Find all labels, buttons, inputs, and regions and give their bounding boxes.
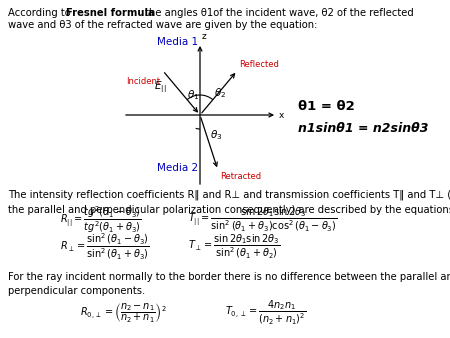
Text: wave and θ3 of the refracted wave are given by the equation:: wave and θ3 of the refracted wave are gi… — [8, 20, 317, 30]
Text: $R_{||} = \dfrac{tg^2(\theta_1-\theta_3)}{tg^2(\theta_1+\theta_3)}$: $R_{||} = \dfrac{tg^2(\theta_1-\theta_3)… — [60, 205, 142, 235]
Text: n1sinθ1 = n2sinθ3: n1sinθ1 = n2sinθ3 — [298, 122, 428, 136]
Text: For the ray incident normally to the border there is no difference between the p: For the ray incident normally to the bor… — [8, 272, 450, 296]
Text: Media 1: Media 1 — [158, 37, 198, 47]
Text: According to: According to — [8, 8, 74, 18]
Text: Reflected: Reflected — [239, 59, 279, 69]
Text: Incident: Incident — [126, 77, 161, 86]
Text: Media 2: Media 2 — [158, 163, 198, 173]
Text: $R_{\perp} = \dfrac{\sin^2(\theta_1-\theta_3)}{\sin^2(\theta_1+\theta_3)}$: $R_{\perp} = \dfrac{\sin^2(\theta_1-\the… — [60, 232, 149, 262]
Text: $\theta_2$: $\theta_2$ — [214, 86, 226, 100]
Text: $T_{0,\perp} = \dfrac{4n_2 n_1}{(n_2+n_1)^2}$: $T_{0,\perp} = \dfrac{4n_2 n_1}{(n_2+n_1… — [225, 299, 306, 327]
Text: $T_{||} = \dfrac{\sin 2\theta_1 \sin 2\theta_3}{\sin^2(\theta_1+\theta_3)\cos^2(: $T_{||} = \dfrac{\sin 2\theta_1 \sin 2\t… — [188, 206, 338, 234]
Text: Fresnel formula: Fresnel formula — [66, 8, 155, 18]
Text: θ1 = θ2: θ1 = θ2 — [298, 100, 355, 114]
Text: z: z — [202, 32, 207, 41]
Text: The intensity reflection coefficients R‖ and R⊥ and transmission coefficients T‖: The intensity reflection coefficients R‖… — [8, 190, 450, 215]
Text: $R_{0,\perp} = \left(\dfrac{n_2-n_1}{n_2+n_1}\right)^2$: $R_{0,\perp} = \left(\dfrac{n_2-n_1}{n_2… — [80, 301, 166, 325]
Text: the angles θ1of the incident wave, θ2 of the reflected: the angles θ1of the incident wave, θ2 of… — [142, 8, 414, 18]
Text: $E_{||}$: $E_{||}$ — [154, 79, 167, 95]
Text: $\theta_3$: $\theta_3$ — [210, 128, 222, 142]
Text: x: x — [279, 111, 284, 120]
Text: $T_{\perp} = \dfrac{\sin 2\theta_1 \sin 2\theta_3}{\sin^2(\theta_1+\theta_2)}$: $T_{\perp} = \dfrac{\sin 2\theta_1 \sin … — [188, 233, 280, 261]
Text: $\theta_1$: $\theta_1$ — [187, 88, 199, 102]
Text: Retracted: Retracted — [220, 172, 261, 181]
